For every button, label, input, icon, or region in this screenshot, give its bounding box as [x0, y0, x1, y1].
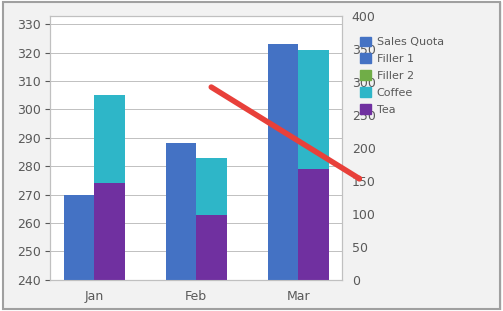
Bar — [298, 50, 329, 169]
Bar — [94, 183, 125, 280]
Bar — [165, 143, 196, 280]
Bar — [196, 158, 227, 215]
Bar — [196, 215, 227, 280]
Bar — [94, 95, 125, 183]
Legend: Sales Quota, Filler 1, Filler 2, Coffee, Tea: Sales Quota, Filler 1, Filler 2, Coffee,… — [358, 34, 446, 117]
Bar — [63, 195, 94, 280]
Bar — [268, 44, 298, 280]
Bar — [298, 169, 329, 280]
